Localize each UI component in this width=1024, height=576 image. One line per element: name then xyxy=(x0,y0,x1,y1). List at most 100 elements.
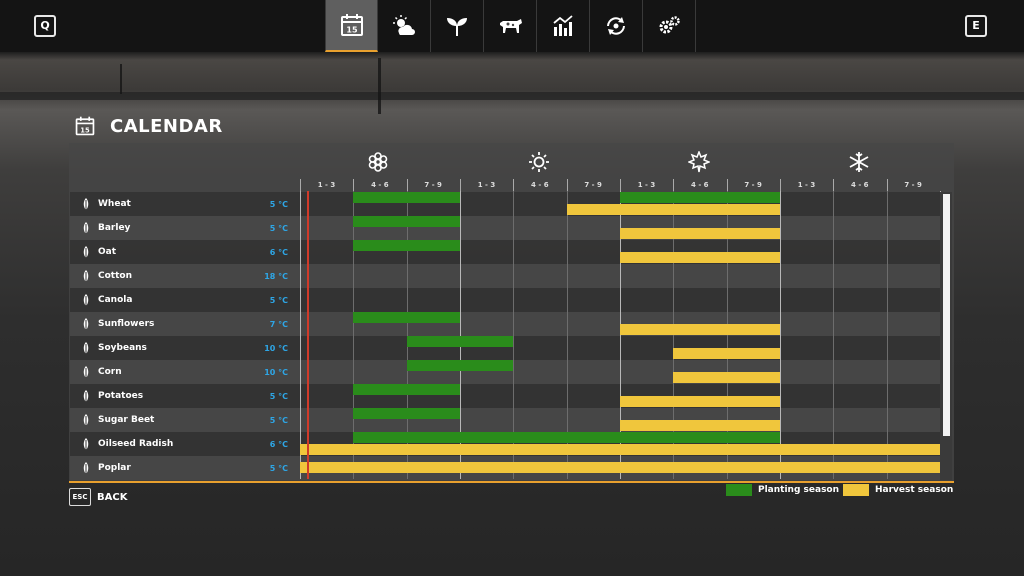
tab-statistics[interactable] xyxy=(537,0,590,52)
crop-row-label[interactable]: Oat 6 °C xyxy=(70,240,300,264)
grid-line xyxy=(300,191,301,479)
crop-min-temperature: 10 °C xyxy=(264,343,288,353)
table-row xyxy=(70,384,940,408)
tab-weather[interactable] xyxy=(378,0,431,52)
potato-icon xyxy=(76,389,96,403)
grid-line xyxy=(727,191,728,479)
crop-min-temperature: 5 °C xyxy=(269,199,288,209)
month-label: 7 - 9 xyxy=(584,181,602,189)
crop-min-temperature: 6 °C xyxy=(269,439,288,449)
planting-season-bar xyxy=(353,240,460,251)
oat-icon xyxy=(76,245,96,259)
radish-icon xyxy=(76,437,96,451)
legend-planting: Planting season xyxy=(726,484,839,496)
crop-row-label[interactable]: Wheat 5 °C xyxy=(70,192,300,216)
next-page-key-button[interactable]: E xyxy=(965,15,987,37)
planting-season-bar xyxy=(406,336,514,347)
canola-icon xyxy=(76,293,96,307)
month-divider xyxy=(673,179,675,191)
crop-name: Barley xyxy=(98,223,131,233)
crop-row-label[interactable]: Cotton 18 °C xyxy=(70,264,300,288)
month-divider xyxy=(619,179,621,191)
crop-row-label[interactable]: Oilseed Radish 6 °C xyxy=(70,432,300,456)
page-title: CALENDAR xyxy=(110,115,223,137)
cycle-icon xyxy=(607,17,625,35)
month-divider xyxy=(300,179,301,191)
month-label: 4 - 6 xyxy=(851,181,869,189)
planting-season-bar xyxy=(619,192,780,203)
month-label: 4 - 6 xyxy=(691,181,709,189)
month-label: 4 - 6 xyxy=(371,181,389,189)
scrollbar-thumb[interactable] xyxy=(943,194,950,436)
winter-snowflake-icon xyxy=(849,152,869,172)
esc-key-icon: ESC xyxy=(69,488,91,506)
crop-min-temperature: 6 °C xyxy=(269,247,288,257)
month-label: 7 - 9 xyxy=(744,181,762,189)
month-divider xyxy=(353,179,355,191)
table-row xyxy=(70,408,940,432)
back-button[interactable]: ESC BACK xyxy=(69,488,127,506)
month-label: 7 - 9 xyxy=(904,181,922,189)
gears-icon xyxy=(659,16,680,34)
grid-line xyxy=(673,191,674,479)
planting-season-bar xyxy=(353,432,780,443)
planting-season-bar xyxy=(406,360,514,371)
harvest-season-bar xyxy=(673,372,780,383)
grid-line xyxy=(353,191,354,479)
soybean-icon xyxy=(76,341,96,355)
calendar-icon: 15 xyxy=(75,116,95,136)
crop-row-label[interactable]: Barley 5 °C xyxy=(70,216,300,240)
grid-line xyxy=(780,191,781,479)
month-label: 1 - 3 xyxy=(637,181,656,189)
harvest-season-bar xyxy=(673,348,780,359)
crop-row-label[interactable]: Potatoes 5 °C xyxy=(70,384,300,408)
planting-season-bar xyxy=(353,216,460,227)
harvest-season-bar xyxy=(619,420,780,431)
planting-season-bar xyxy=(353,192,460,203)
month-label: 7 - 9 xyxy=(424,181,442,189)
current-date-marker xyxy=(307,191,309,479)
background-horizon xyxy=(0,92,1024,100)
month-divider xyxy=(886,179,888,191)
legend-harvest-swatch xyxy=(843,484,869,496)
prev-page-key-button[interactable]: Q xyxy=(34,15,56,37)
month-divider xyxy=(406,179,408,191)
stats-chart-icon xyxy=(553,15,573,36)
tab-settings[interactable] xyxy=(643,0,696,52)
legend-harvest: Harvest season xyxy=(843,484,953,496)
crop-name: Poplar xyxy=(98,463,131,473)
crop-row-label[interactable]: Soybeans 10 °C xyxy=(70,336,300,360)
crop-name: Potatoes xyxy=(98,391,144,401)
crop-row-label[interactable]: Sugar Beet 5 °C xyxy=(70,408,300,432)
legend-planting-swatch xyxy=(726,484,752,496)
crop-min-temperature: 10 °C xyxy=(264,367,288,377)
crop-row-label[interactable]: Poplar 5 °C xyxy=(70,456,300,480)
weather-icon xyxy=(393,15,415,35)
tab-calendar[interactable]: 15 xyxy=(325,0,378,52)
harvest-season-bar xyxy=(619,228,780,239)
crop-min-temperature: 7 °C xyxy=(269,319,288,329)
corn-icon xyxy=(76,365,96,379)
planting-season-bar xyxy=(353,408,460,419)
tab-crops[interactable] xyxy=(431,0,484,52)
spring-flower-icon xyxy=(368,152,388,172)
grid-line xyxy=(407,191,408,479)
tab-contracts[interactable] xyxy=(590,0,643,52)
harvest-season-bar xyxy=(619,396,780,407)
month-label: 4 - 6 xyxy=(531,181,549,189)
page-header: 15 CALENDAR xyxy=(74,115,223,137)
crop-row-label[interactable]: Corn 10 °C xyxy=(70,360,300,384)
sugarbeet-icon xyxy=(76,413,96,427)
month-divider xyxy=(566,179,568,191)
crop-name: Soybeans xyxy=(98,343,147,353)
month-divider xyxy=(459,179,461,191)
crop-name: Corn xyxy=(98,367,122,377)
crop-min-temperature: 5 °C xyxy=(269,295,288,305)
crop-row-label[interactable]: Sunflowers 7 °C xyxy=(70,312,300,336)
season-header-row xyxy=(300,143,940,179)
legend-planting-label: Planting season xyxy=(758,485,840,495)
harvest-season-bar xyxy=(566,204,780,215)
tab-animals[interactable] xyxy=(484,0,537,52)
background-pole xyxy=(120,64,122,94)
crop-row-label[interactable]: Canola 5 °C xyxy=(70,288,300,312)
